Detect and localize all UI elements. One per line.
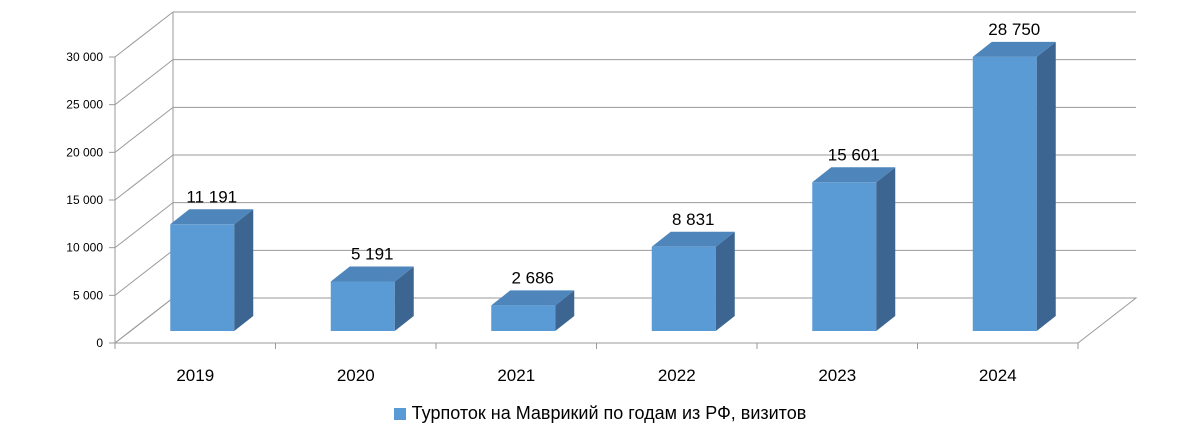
bar-front	[651, 246, 716, 331]
y-axis-ticks: 0 5 000 10 000 15 000 20 000 25 000 30 000	[66, 50, 115, 350]
data-labels: 11 191 5 191 2 686 8 831 15 601 28 750	[186, 20, 1040, 287]
x-tick-label: 2019	[176, 366, 214, 385]
bar-front	[812, 182, 877, 331]
bar-side	[555, 290, 575, 331]
gridline-diagonal	[114, 59, 174, 106]
legend: Турпоток на Маврикий по годам из РФ, виз…	[0, 403, 1200, 424]
y-tick-label: 10 000	[66, 241, 103, 255]
x-axis-ticks: 2019 2020 2021 2022 2023 2024	[114, 343, 1079, 385]
bar-2022	[651, 231, 735, 331]
x-tick-label: 2023	[818, 366, 856, 385]
y-tick-label: 25 000	[66, 98, 103, 112]
bar-2024	[972, 41, 1056, 332]
bar-2021	[491, 290, 575, 331]
gridline-diagonal	[114, 297, 174, 344]
bar-front	[170, 224, 235, 331]
bar-front	[972, 56, 1037, 332]
bar-2023	[812, 167, 896, 331]
bar-side	[1036, 41, 1056, 332]
bar-top	[651, 231, 735, 247]
bar-side	[715, 231, 735, 331]
data-label: 2 686	[511, 268, 554, 287]
bar-side	[394, 266, 414, 331]
gridline-diagonal	[114, 249, 174, 296]
bar-top	[491, 290, 575, 306]
x-tick-label: 2024	[979, 366, 1017, 385]
bar-side	[876, 167, 896, 331]
bar-side	[234, 209, 254, 331]
data-label: 15 601	[828, 145, 880, 164]
y-tick-label: 30 000	[66, 50, 103, 64]
gridline-diagonal	[114, 11, 174, 58]
y-tick-label: 5 000	[73, 288, 103, 302]
bar-2020	[330, 266, 414, 331]
gridline-diagonal	[114, 106, 174, 153]
data-label: 28 750	[988, 20, 1040, 39]
y-tick-label: 15 000	[66, 193, 103, 207]
bar-top	[330, 266, 414, 282]
y-tick-label: 0	[96, 336, 103, 350]
bar-2019	[170, 209, 254, 331]
bar-top	[972, 41, 1056, 57]
bar-front	[330, 281, 395, 331]
y-tick-label: 20 000	[66, 145, 103, 159]
legend-swatch	[393, 408, 406, 420]
gridline-diagonal	[114, 202, 174, 249]
bar-front	[491, 305, 556, 331]
data-label: 8 831	[672, 210, 715, 229]
bar-top	[170, 209, 254, 225]
data-label: 11 191	[186, 187, 237, 206]
x-tick-label: 2020	[337, 366, 375, 385]
bars	[170, 41, 1056, 332]
legend-label: Турпоток на Маврикий по годам из РФ, виз…	[411, 403, 807, 423]
data-label: 5 191	[351, 245, 394, 264]
gridline-diagonal	[114, 154, 174, 201]
x-tick-label: 2022	[658, 366, 696, 385]
bar-top	[812, 167, 896, 183]
x-tick-label: 2021	[497, 366, 535, 385]
